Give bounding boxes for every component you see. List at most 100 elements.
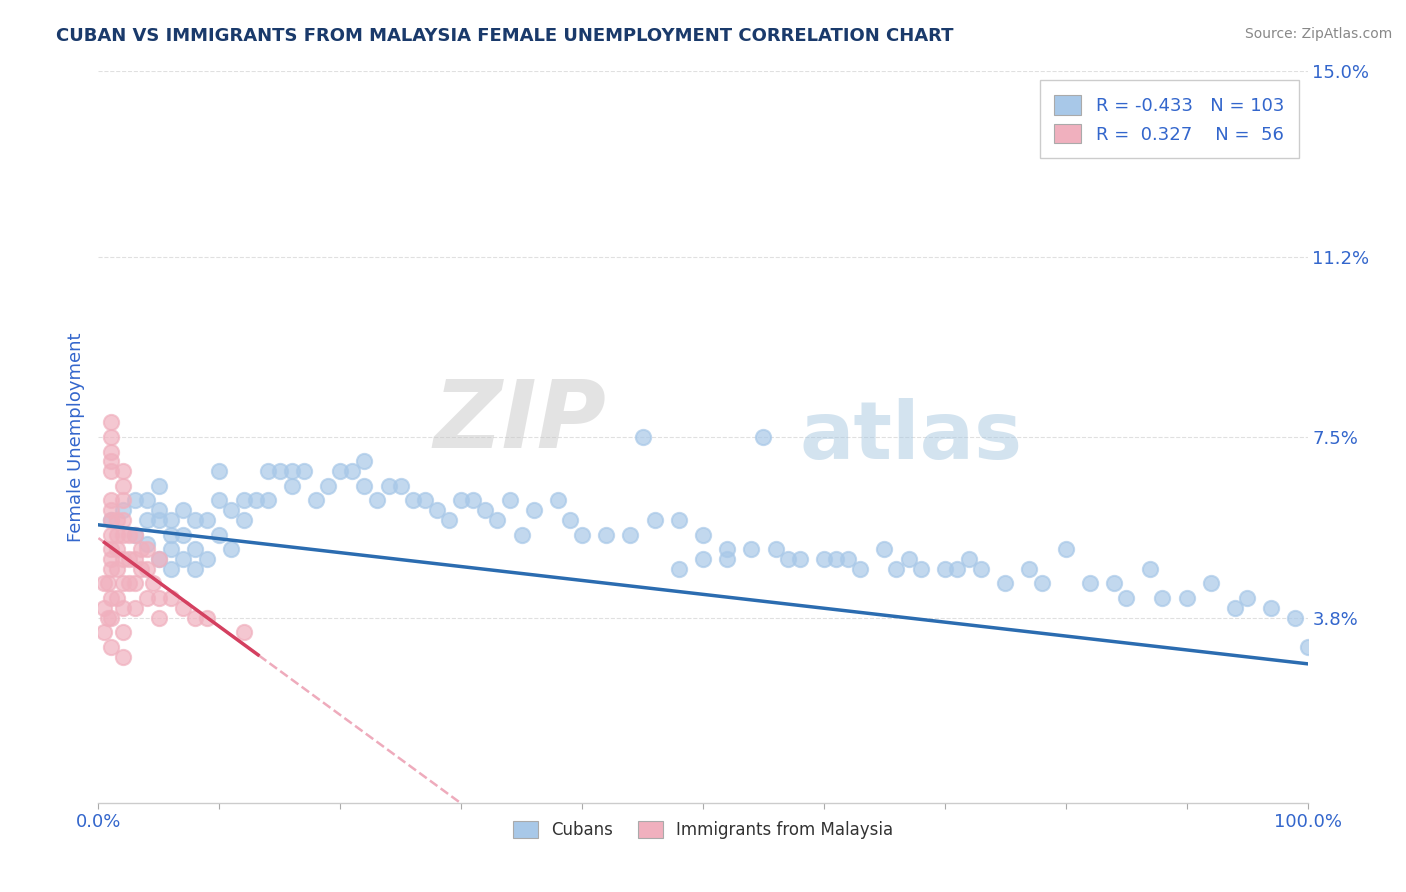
Point [100, 430, 122, 444]
Point [208, 527, 231, 541]
Point [160, 527, 183, 541]
Point [1152, 591, 1174, 605]
Point [195, 552, 218, 566]
Point [100, 416, 122, 430]
Point [1102, 576, 1125, 591]
Point [184, 610, 207, 624]
Point [111, 503, 134, 517]
Point [135, 591, 157, 605]
Point [437, 513, 460, 527]
Point [1018, 562, 1040, 576]
Point [148, 552, 170, 566]
Point [129, 562, 152, 576]
Point [208, 464, 231, 478]
Point [111, 625, 134, 640]
Point [124, 576, 146, 591]
Point [849, 562, 872, 576]
Point [1296, 640, 1319, 654]
Point [1175, 591, 1198, 605]
Point [135, 562, 157, 576]
Point [837, 552, 859, 566]
Point [281, 464, 304, 478]
Point [97, 610, 120, 624]
Point [571, 527, 593, 541]
Point [1284, 610, 1306, 624]
Point [498, 493, 520, 508]
Point [118, 527, 141, 541]
Point [105, 513, 128, 527]
Point [329, 464, 352, 478]
Point [129, 542, 152, 557]
Point [256, 493, 278, 508]
Point [389, 479, 412, 493]
Point [105, 542, 128, 557]
Point [825, 552, 848, 566]
Point [1223, 600, 1246, 615]
Point [208, 493, 231, 508]
Point [124, 527, 146, 541]
Point [148, 552, 170, 566]
Text: ZIP: ZIP [433, 376, 606, 468]
Point [631, 430, 654, 444]
Point [172, 527, 194, 541]
Point [595, 527, 617, 541]
Point [510, 527, 533, 541]
Point [232, 513, 254, 527]
Point [118, 576, 141, 591]
Point [111, 649, 134, 664]
Point [124, 600, 146, 615]
Point [1115, 591, 1137, 605]
Point [100, 513, 122, 527]
Point [740, 542, 762, 557]
Point [1031, 576, 1053, 591]
Point [160, 513, 183, 527]
Point [256, 464, 278, 478]
Point [100, 552, 122, 566]
Point [970, 562, 993, 576]
Point [269, 464, 291, 478]
Point [765, 542, 787, 557]
Point [316, 479, 339, 493]
Point [93, 576, 115, 591]
Point [97, 576, 120, 591]
Point [111, 576, 134, 591]
Point [668, 562, 690, 576]
Point [1139, 562, 1161, 576]
Point [716, 542, 738, 557]
Point [195, 513, 218, 527]
Point [716, 552, 738, 566]
Point [184, 542, 207, 557]
Point [910, 562, 932, 576]
Point [1199, 576, 1222, 591]
Point [148, 610, 170, 624]
Point [100, 513, 122, 527]
Text: CUBAN VS IMMIGRANTS FROM MALAYSIA FEMALE UNEMPLOYMENT CORRELATION CHART: CUBAN VS IMMIGRANTS FROM MALAYSIA FEMALE… [56, 27, 953, 45]
Point [402, 493, 425, 508]
Point [100, 464, 122, 478]
Point [897, 552, 920, 566]
Text: atlas: atlas [800, 398, 1022, 476]
Point [281, 479, 304, 493]
Point [111, 527, 134, 541]
Point [934, 562, 956, 576]
Point [142, 576, 165, 591]
Point [353, 479, 375, 493]
Point [105, 527, 128, 541]
Point [148, 513, 170, 527]
Point [813, 552, 835, 566]
Point [692, 527, 714, 541]
Point [232, 493, 254, 508]
Point [135, 537, 157, 551]
Point [366, 493, 388, 508]
Point [413, 493, 436, 508]
Point [93, 625, 115, 640]
Point [148, 479, 170, 493]
Point [305, 493, 328, 508]
Point [160, 591, 183, 605]
Point [124, 552, 146, 566]
Point [232, 625, 254, 640]
Point [93, 600, 115, 615]
Point [105, 562, 128, 576]
Point [172, 600, 194, 615]
Point [135, 513, 157, 527]
